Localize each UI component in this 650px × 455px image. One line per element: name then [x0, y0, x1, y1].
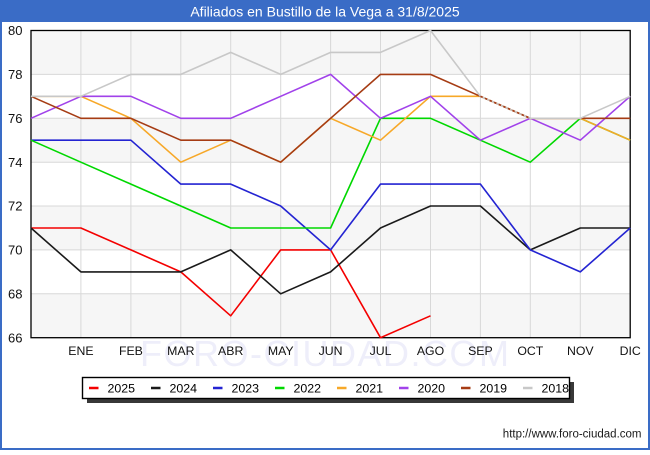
svg-text:2023: 2023 — [232, 382, 260, 396]
svg-text:2019: 2019 — [480, 382, 508, 396]
svg-text:NOV: NOV — [567, 344, 594, 358]
svg-text:http://www.foro-ciudad.com: http://www.foro-ciudad.com — [503, 429, 642, 441]
svg-text:FEB: FEB — [119, 344, 143, 358]
svg-text:2025: 2025 — [108, 382, 136, 396]
svg-text:MAR: MAR — [167, 344, 194, 358]
svg-text:72: 72 — [8, 199, 22, 214]
svg-text:MAY: MAY — [268, 344, 294, 358]
svg-text:68: 68 — [8, 286, 22, 301]
svg-text:DIC: DIC — [620, 344, 641, 358]
svg-text:80: 80 — [8, 23, 22, 38]
svg-text:JUL: JUL — [370, 344, 392, 358]
svg-text:2022: 2022 — [294, 382, 322, 396]
svg-text:78: 78 — [8, 67, 22, 82]
svg-text:FORO-CIUDAD.COM: FORO-CIUDAD.COM — [140, 333, 510, 374]
svg-text:74: 74 — [8, 155, 22, 170]
svg-text:AGO: AGO — [417, 344, 444, 358]
svg-text:2020: 2020 — [418, 382, 446, 396]
svg-text:JUN: JUN — [319, 344, 343, 358]
svg-text:Afiliados en Bustillo de la Ve: Afiliados en Bustillo de la Vega a 31/8/… — [190, 4, 460, 20]
svg-text:ENE: ENE — [68, 344, 93, 358]
svg-text:2018: 2018 — [542, 382, 570, 396]
svg-text:66: 66 — [8, 330, 22, 345]
svg-text:2024: 2024 — [170, 382, 198, 396]
svg-text:70: 70 — [8, 243, 22, 258]
svg-text:76: 76 — [8, 111, 22, 126]
svg-text:SEP: SEP — [468, 344, 493, 358]
svg-text:ABR: ABR — [218, 344, 243, 358]
svg-text:OCT: OCT — [517, 344, 543, 358]
svg-text:2021: 2021 — [356, 382, 384, 396]
